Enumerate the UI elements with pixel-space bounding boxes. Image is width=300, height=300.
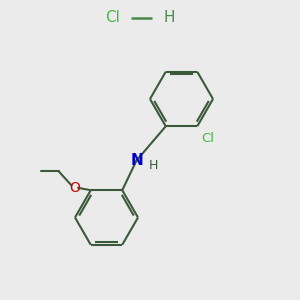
Text: H: H: [164, 11, 175, 26]
Text: Cl: Cl: [105, 11, 120, 26]
Text: Cl: Cl: [201, 132, 214, 145]
Text: N: N: [130, 153, 143, 168]
Text: H: H: [149, 159, 158, 172]
Text: O: O: [70, 181, 81, 195]
